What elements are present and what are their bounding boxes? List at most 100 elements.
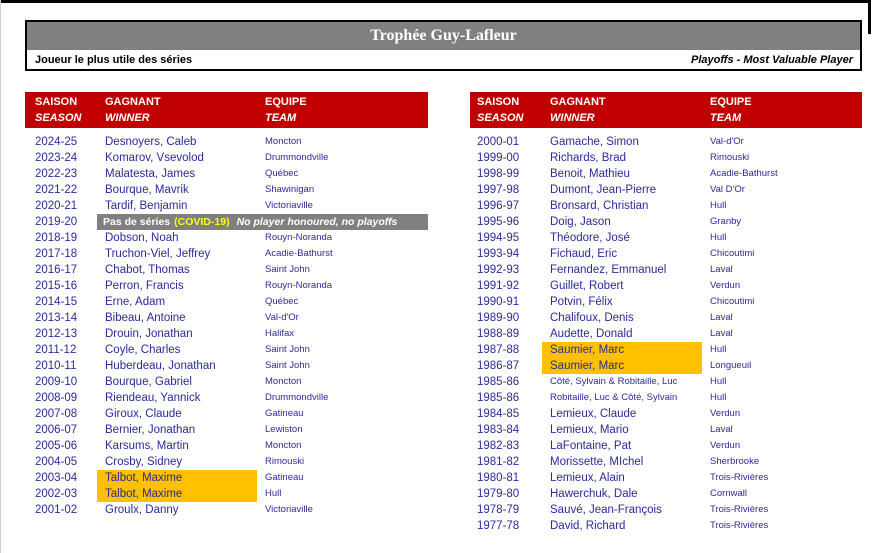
team-cell: Longueuil [710,360,752,371]
table-row: 2018-19 Dobson, Noah Rouyn-Noranda [25,230,428,246]
team-cell: Gatineau [265,472,304,483]
winner-cell: Huberdeau, Jonathan [105,360,216,372]
winner-cell: Audette, Donald [550,328,633,340]
table-row: 2013-14 Bibeau, Antoine Val-d'Or [25,310,428,326]
winner-cell: Saumier, Marc [542,342,702,358]
team-cell: Chicoutimi [710,296,755,307]
winner-cell: Robitaille, Luc & Côté, Sylvain [550,392,678,403]
column-header-season: SAISON SEASON [470,94,542,128]
team-cell: Laval [710,264,733,275]
column-header-french: SAISON [35,96,78,108]
column-header-winner: GAGNANT WINNER [97,94,257,128]
winner-cell: LaFontaine, Pat [550,440,632,452]
season-cell: 2020-21 [35,200,78,212]
winner-cell: Côté, Sylvain & Robitaille, Luc [550,376,678,387]
winner-cell: Guillet, Robert [550,280,624,292]
team-cell: Shawinigan [265,184,315,195]
winner-cell: Perron, Francis [105,280,184,292]
team-cell: Rouyn-Noranda [265,232,333,243]
table-row: 1999-00 Richards, Brad Rimouski [470,150,862,166]
winner-cell: Saumier, Marc [542,358,702,374]
column-header-winner: GAGNANT WINNER [542,94,702,128]
table-row: 1993-94 Fichaud, Eric Chicoutimi [470,246,862,262]
table-row: 1985-86 Robitaille, Luc & Côté, Sylvain Hu… [470,390,862,406]
table-row: 1982-83 LaFontaine, Pat Verdun [470,438,862,454]
table-row: 1998-99 Benoit, Mathieu Acadie-Bathurst [470,166,862,182]
team-cell: Hull [265,488,282,499]
winner-cell: Drouin, Jonathan [105,328,193,340]
season-cell: 1992-93 [477,264,520,276]
season-cell: 2004-05 [35,456,78,468]
subtitle-english: Playoffs - Most Valuable Player [690,53,853,66]
winner-cell: Richards, Brad [550,152,627,164]
season-cell: 1980-81 [477,472,520,484]
winner-cell: Hawerchuk, Dale [550,488,638,500]
team-cell: Rimouski [265,456,305,467]
season-cell: 2007-08 [35,408,78,420]
winner-cell: Lemieux, Mario [550,424,629,436]
table-row: 1990-91 Potvin, Félix Chicoutimi [470,294,862,310]
column-header-french: EQUIPE [710,96,752,108]
winner-cell: Sauvé, Jean-François [550,504,662,516]
team-cell: Saint John [265,264,310,275]
table-row: 1995-96 Doig, Jason Granby [470,214,862,230]
table-row: 2009-10 Bourque, Gabriel Moncton [25,374,428,390]
covid-banner-covid-label: (COVID-19) [174,216,230,228]
winner-cell: Giroux, Claude [105,408,182,420]
winner-cell: Benoit, Mathieu [550,168,630,180]
table-row: 1978-79 Sauvé, Jean-François Trois-Rivière… [470,502,862,518]
team-cell: Laval [710,424,733,435]
team-cell: Victoriaville [265,200,313,211]
team-cell: Moncton [265,440,302,451]
table-row: 2014-15 Erne, Adam Québec [25,294,428,310]
season-cell: 1998-99 [477,168,520,180]
team-cell: Victoriaville [265,504,313,515]
table-row: 1986-87 Saumier, Marc Longueuil [470,358,862,374]
column-header-french: SAISON [477,96,520,108]
season-cell: 1997-98 [477,184,520,196]
table-body: 2024-25 Desnoyers, Caleb Moncton 2023-24 Kom… [25,134,428,518]
table-row: 1977-78 David, Richard Trois-Rivières [470,518,862,534]
winner-cell: Riendeau, Yannick [105,392,201,404]
team-cell: Val D'Or [710,184,745,195]
table-row: 2023-24 Komarov, Vsevolod Drummondville [25,150,428,166]
winner-cell: Bernier, Jonathan [105,424,196,436]
season-cell: 2010-11 [35,360,77,372]
table-row: 2002-03 Talbot, Maxime Hull [25,486,428,502]
season-cell: 2008-09 [35,392,78,404]
season-cell: 1991-92 [477,280,520,292]
subtitle-french: Joueur le plus utile des séries [35,53,193,66]
team-cell: Laval [710,328,733,339]
team-cell: Hull [710,344,727,355]
table-row: 1997-98 Dumont, Jean-Pierre Val D'Or [470,182,862,198]
season-cell: 2013-14 [35,312,78,324]
winner-cell: Tardif, Benjamin [105,200,188,212]
table-header: SAISON SEASON GAGNANT WINNER EQUIPE TEAM [25,92,428,128]
table-row: 1984-85 Lemieux, Claude Verdun [470,406,862,422]
table-row: 1989-90 Chalifoux, Denis Laval [470,310,862,326]
winner-cell: Bibeau, Antoine [105,312,186,324]
table-row: 1981-82 Morissette, MIchel Sherbrooke [470,454,862,470]
table-row: 2019-20 Pas de séries (COVID-19) No player … [25,214,428,230]
page-title: Trophée Guy-Lafleur [27,22,860,50]
column-header-team: EQUIPE TEAM [257,94,428,128]
season-cell: 2024-25 [35,136,78,148]
trophy-header-box: Trophée Guy-Lafleur Joueur le plus utile… [25,20,862,71]
table-row: 2003-04 Talbot, Maxime Gatineau [25,470,428,486]
winner-cell: Malatesta, James [105,168,196,180]
team-cell: Drummondville [265,392,329,403]
team-cell: Chicoutimi [710,248,755,259]
page-top-border [0,0,871,3]
team-cell: Granby [710,216,742,227]
season-cell: 2012-13 [35,328,78,340]
season-cell: 2011-12 [35,344,77,356]
season-cell: 1995-96 [477,216,520,228]
table-row: 1996-97 Bronsard, Christian Hull [470,198,862,214]
season-cell: 2003-04 [35,472,78,484]
table-header: SAISON SEASON GAGNANT WINNER EQUIPE TEAM [470,92,862,128]
winner-cell: Desnoyers, Caleb [105,136,197,148]
winner-cell: Crosby, Sidney [105,456,183,468]
column-header-team: EQUIPE TEAM [702,94,862,128]
team-cell: Acadie-Bathurst [710,168,778,179]
winner-cell: Bourque, Mavrik [105,184,189,196]
